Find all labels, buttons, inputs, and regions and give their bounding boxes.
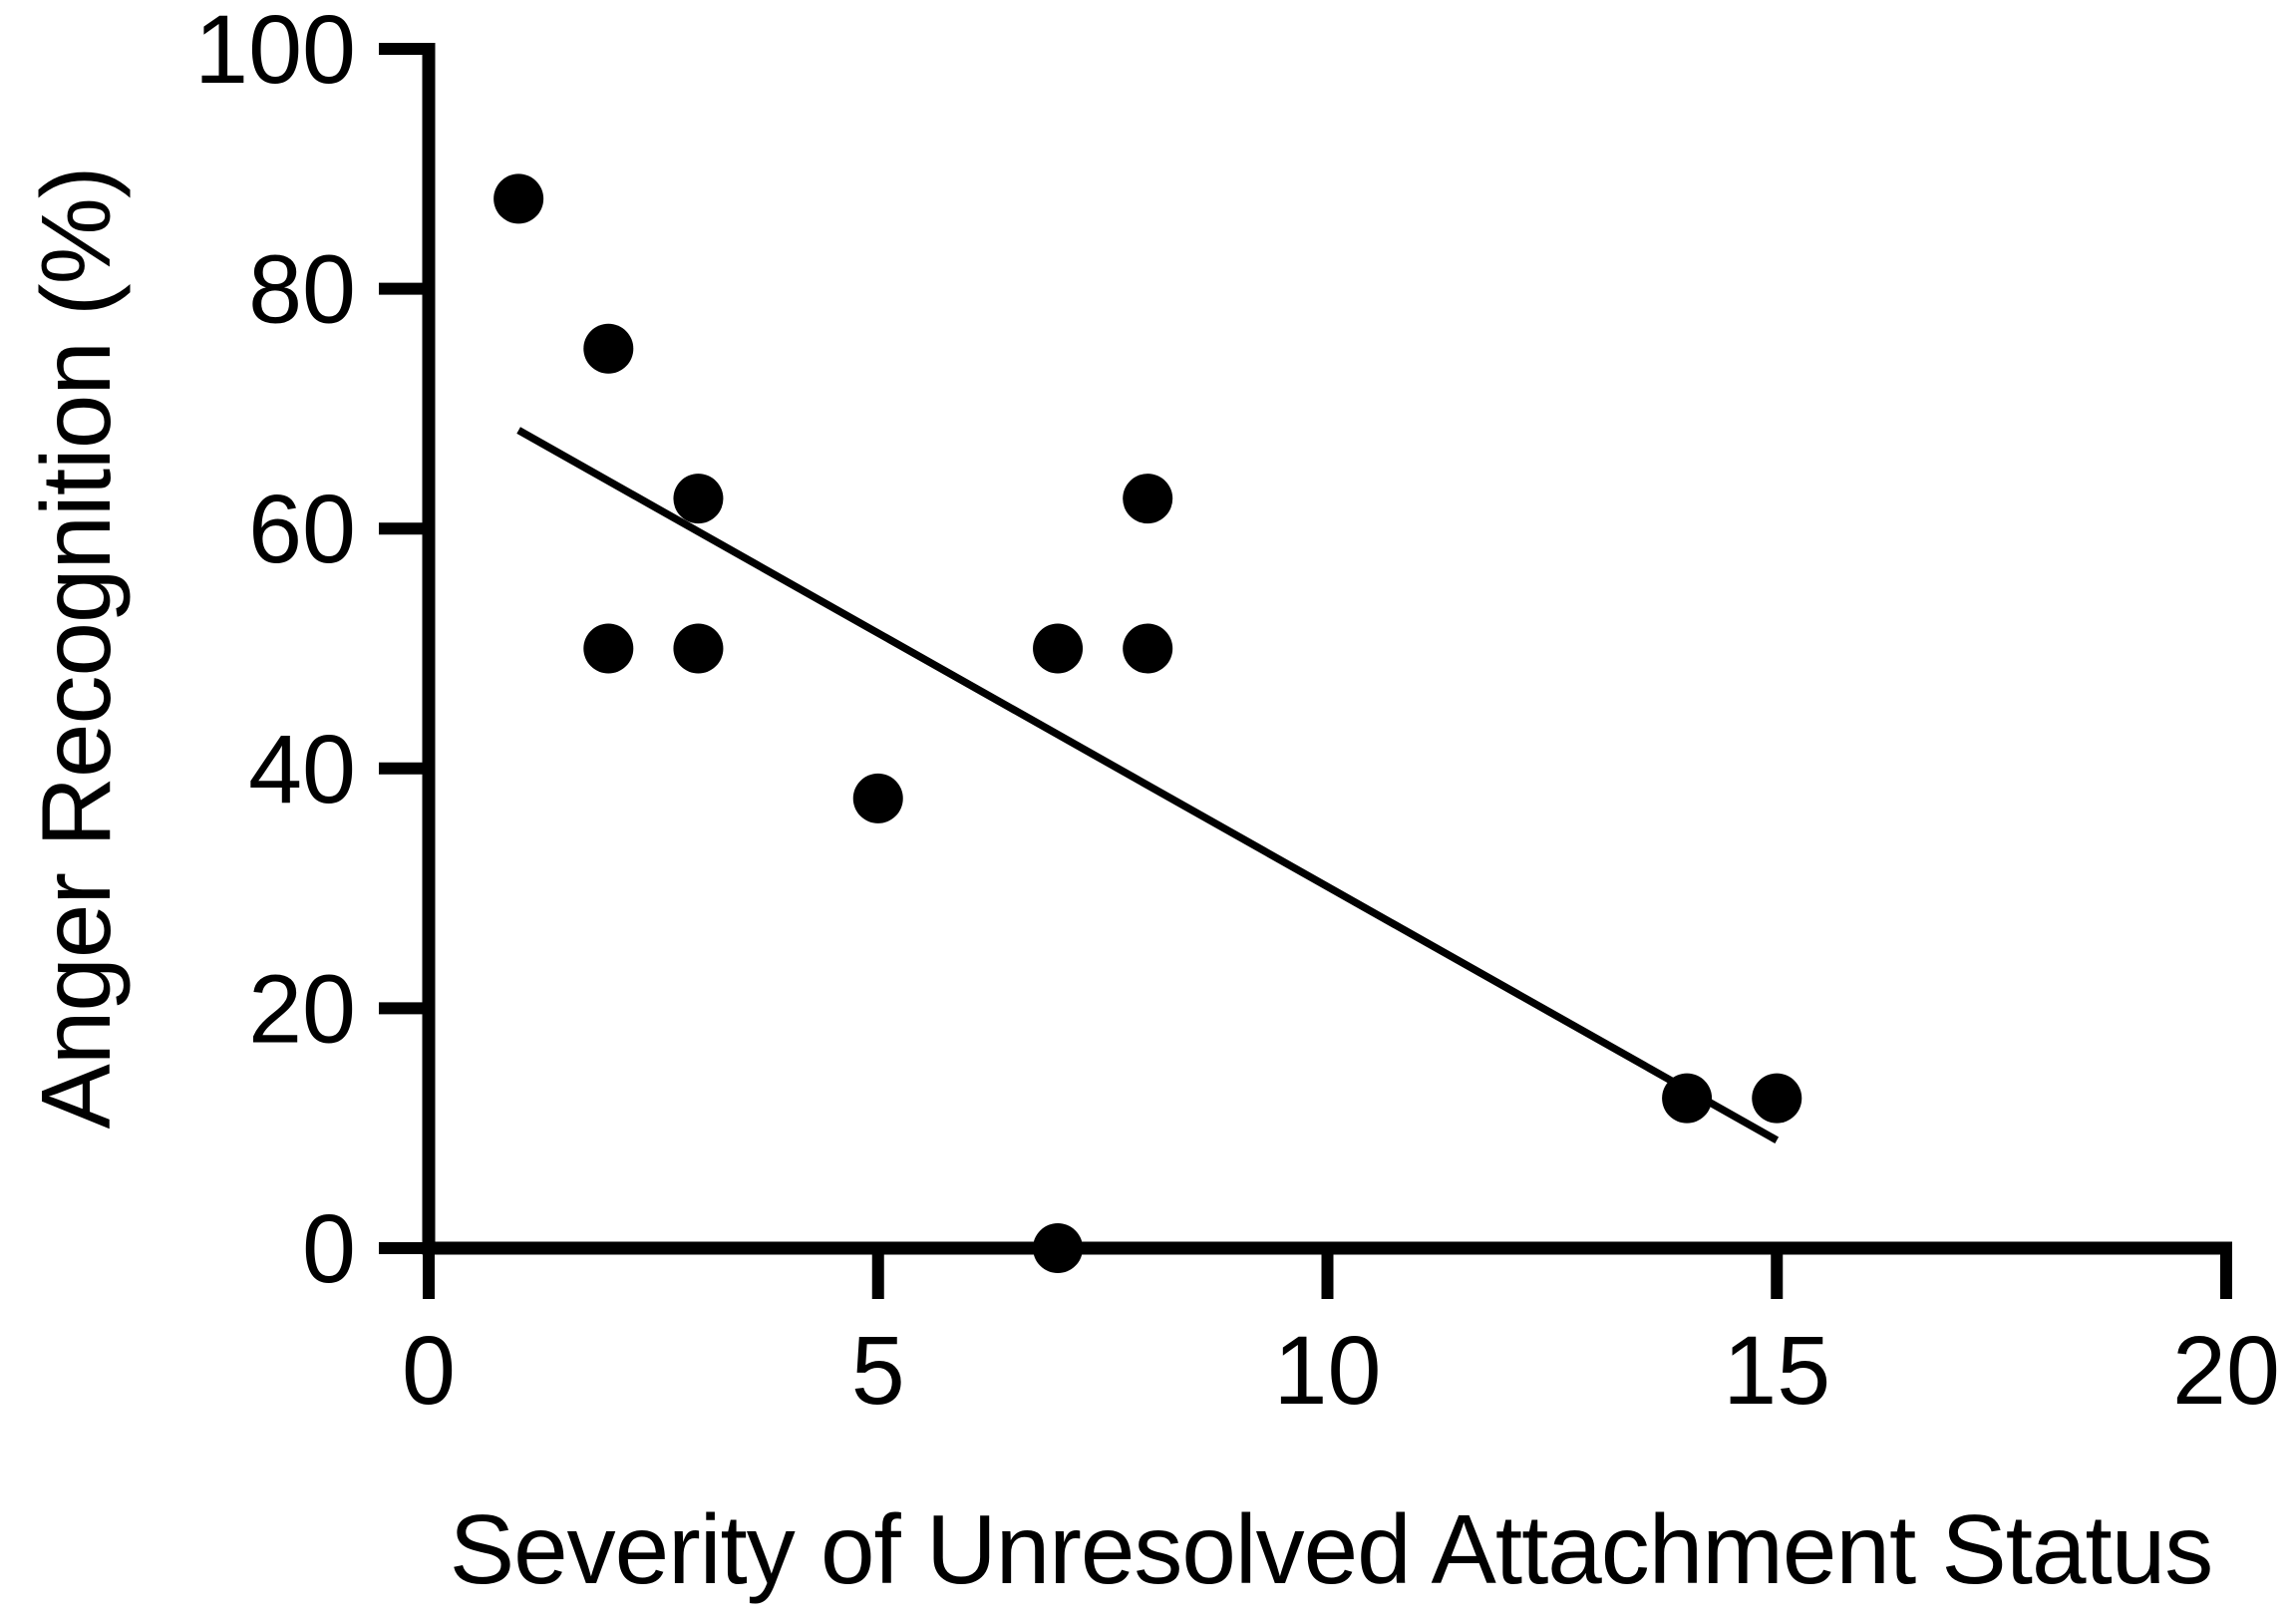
- x-tick-label: 15: [1723, 1316, 1830, 1425]
- regression-line-group: [516, 427, 1780, 1143]
- data-point: [583, 323, 634, 374]
- x-axis-title: Severity of Unresolved Attachment Status: [450, 1494, 2212, 1604]
- y-tick-label: 80: [248, 235, 356, 344]
- data-point: [673, 623, 724, 674]
- x-tick-label: 10: [1274, 1316, 1382, 1425]
- data-point: [1662, 1073, 1713, 1124]
- data-point: [493, 173, 544, 224]
- tick-labels: 0 20 40 60 80 100 0 5 10 15 20: [194, 0, 2280, 1425]
- y-tick-label: 40: [248, 715, 356, 823]
- x-tick-label: 20: [2172, 1316, 2280, 1425]
- x-tick-label: 5: [851, 1316, 905, 1425]
- y-tick-label: 60: [248, 475, 356, 583]
- data-point: [1752, 1073, 1802, 1124]
- y-axis-title: Anger Recognition (%): [21, 167, 131, 1130]
- data-point: [1033, 1223, 1084, 1273]
- data-point: [1033, 623, 1084, 674]
- y-tick-label: 20: [248, 954, 356, 1063]
- data-point: [583, 623, 634, 674]
- y-tick-label: 100: [194, 0, 356, 104]
- y-tick-label: 0: [302, 1194, 356, 1303]
- data-point: [673, 474, 724, 524]
- regression-line: [516, 427, 1780, 1143]
- data-point: [1123, 474, 1173, 524]
- x-tick-label: 0: [402, 1316, 456, 1425]
- data-point: [852, 773, 903, 823]
- data-point: [1123, 623, 1173, 674]
- axis-ticks: [379, 43, 2232, 1299]
- data-points-group: [493, 173, 1802, 1273]
